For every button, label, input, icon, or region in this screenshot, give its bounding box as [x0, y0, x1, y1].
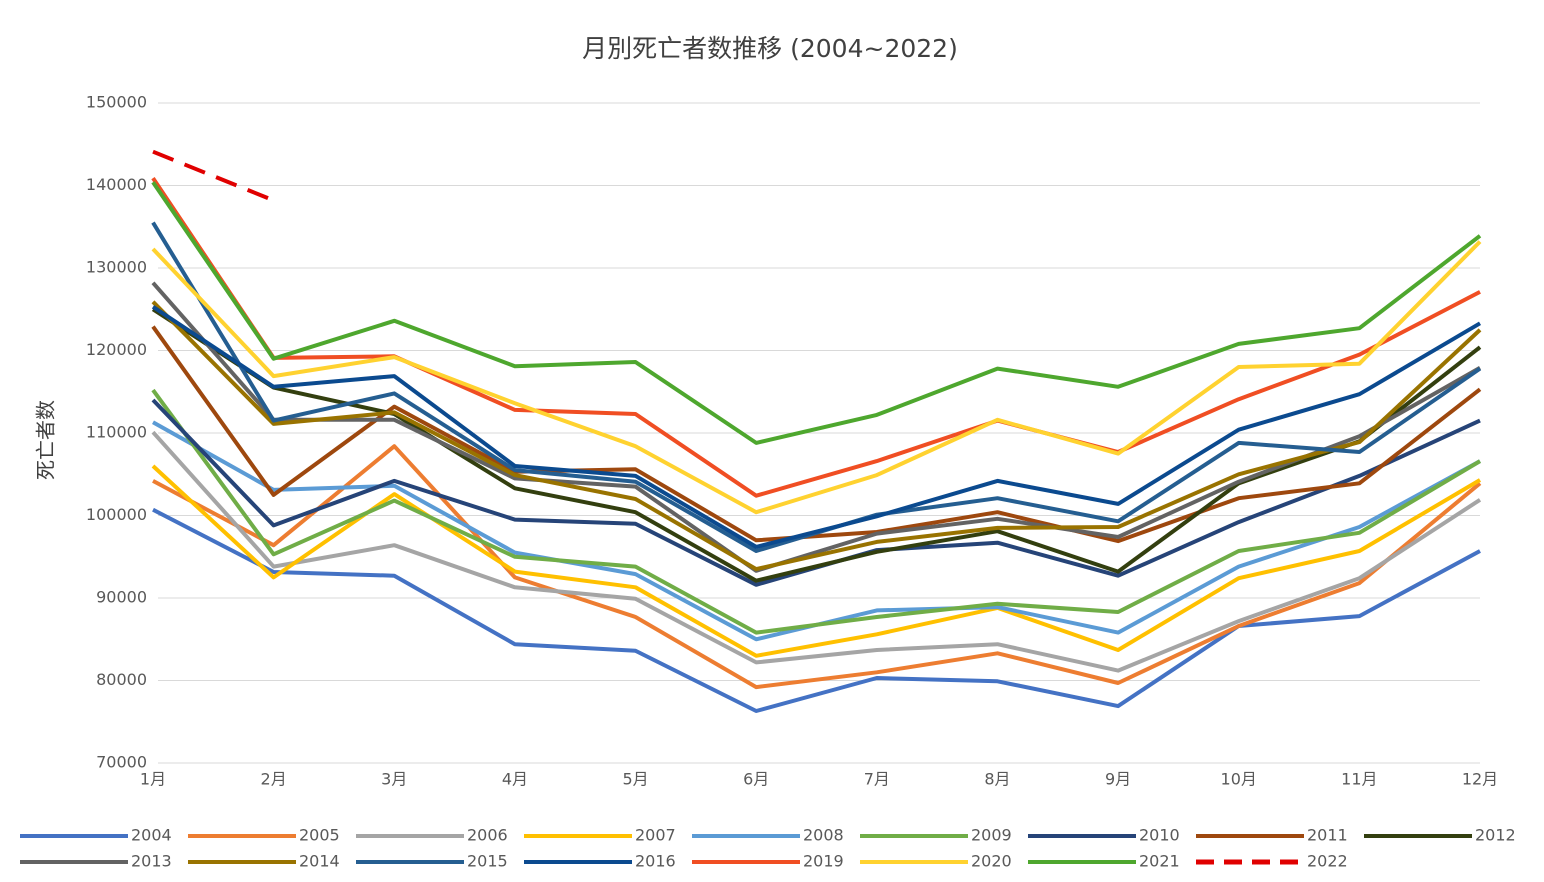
- series-line: [151, 305, 1482, 549]
- legend-label: 2016: [635, 852, 676, 871]
- chart-title: 月別死亡者数推移 (2004~2022): [582, 34, 958, 63]
- x-tick-label: 9月: [1105, 770, 1131, 789]
- legend-label: 2019: [803, 852, 844, 871]
- legend-label: 2021: [1139, 852, 1180, 871]
- y-tick-label: 150000: [86, 93, 147, 112]
- x-tick-label: 4月: [502, 770, 528, 789]
- y-tick-label: 90000: [96, 588, 147, 607]
- y-tick-label: 110000: [86, 423, 147, 442]
- series-line: [151, 430, 1482, 673]
- series-line: [151, 181, 1482, 445]
- legend-label: 2011: [1307, 826, 1348, 845]
- series-line: [152, 507, 1481, 713]
- y-tick-label: 70000: [96, 753, 147, 772]
- legend-label: 2013: [131, 852, 172, 871]
- x-tick-label: 8月: [984, 770, 1010, 789]
- series-line: [152, 444, 1482, 690]
- legend-label: 2004: [131, 826, 172, 845]
- series-line: [151, 221, 1482, 553]
- legend-label: 2014: [299, 852, 340, 871]
- legend-label: 2010: [1139, 826, 1180, 845]
- y-tick-label: 140000: [86, 175, 147, 194]
- y-tick-label: 100000: [86, 505, 147, 524]
- x-tick-label: 7月: [864, 770, 890, 789]
- x-tick-label: 3月: [381, 770, 407, 789]
- legend-label: 2005: [299, 826, 340, 845]
- legend-label: 2020: [971, 852, 1012, 871]
- legend-label: 2015: [467, 852, 508, 871]
- series-line: [152, 149, 275, 203]
- series-line: [151, 240, 1482, 515]
- series-line: [151, 176, 1481, 498]
- legend-label: 2008: [803, 826, 844, 845]
- y-tick-label: 120000: [86, 340, 147, 359]
- legend-label: 2012: [1475, 826, 1516, 845]
- legend-label: 2022: [1307, 852, 1348, 871]
- x-tick-label: 2月: [261, 770, 287, 789]
- x-tick-label: 6月: [743, 770, 769, 789]
- series-line: [151, 307, 1482, 583]
- y-axis-label: 死亡者数: [34, 400, 58, 480]
- legend-label: 2009: [971, 826, 1012, 845]
- series-line: [151, 388, 1482, 635]
- legend-label: 2007: [635, 826, 676, 845]
- y-tick-label: 130000: [86, 258, 147, 277]
- x-tick-label: 1月: [140, 770, 166, 789]
- x-tick-label: 5月: [622, 770, 648, 789]
- series-line: [151, 281, 1481, 573]
- y-tick-label: 80000: [96, 670, 147, 689]
- x-tick-label: 11月: [1341, 770, 1377, 789]
- x-tick-label: 12月: [1462, 770, 1498, 789]
- x-tick-label: 10月: [1221, 770, 1257, 789]
- legend-label: 2006: [467, 826, 508, 845]
- series-line: [151, 300, 1482, 572]
